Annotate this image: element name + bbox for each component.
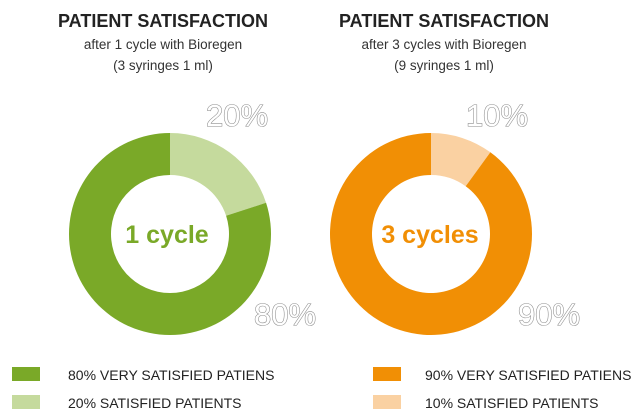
chart-2-legend-label-2: 10% SATISFIED PATIENTS [425,395,598,411]
chart-2-legend: 90% VERY SATISFIED PATIENS 10% SATISFIED… [373,367,631,411]
chart-2-3-cycles: PATIENT SATISFACTION after 3 cycles with… [329,11,581,335]
chart-1-1-cycle: PATIENT SATISFACTION after 1 cycle with … [58,11,317,335]
chart-2-subtitle-line-2: (9 syringes 1 ml) [394,58,494,73]
chart-2-legend-label-1: 90% VERY SATISFIED PATIENS [425,367,631,383]
chart-1-title: PATIENT SATISFACTION [58,11,268,31]
chart-1-center-label: 1 cycle [125,221,209,249]
chart-1-slice-2-percent: 20% [206,98,268,133]
chart-2-title: PATIENT SATISFACTION [339,11,549,31]
chart-1-legend-swatch-1 [12,367,40,381]
chart-1-slice-1-percent: 80% [254,297,316,332]
chart-1-subtitle-line-2: (3 syringes 1 ml) [113,58,213,73]
chart-2-slice-1 [329,133,532,335]
chart-2-slice-2 [431,133,491,187]
chart-1-legend: 80% VERY SATISFIED PATIENS 20% SATISFIED… [12,367,274,411]
chart-1-slice-2 [170,133,267,216]
chart-2-slice-1-percent: 90% [518,297,580,332]
chart-2-legend-swatch-2 [373,395,401,409]
chart-2-subtitle-line-1: after 3 cycles with Bioregen [361,37,526,52]
chart-1-subtitle-line-1: after 1 cycle with Bioregen [84,37,242,52]
chart-1-legend-label-1: 80% VERY SATISFIED PATIENS [68,367,274,383]
chart-1-donut [68,133,271,335]
chart-2-donut [329,133,532,335]
chart-1-legend-label-2: 20% SATISFIED PATIENTS [68,395,241,411]
chart-1-legend-swatch-2 [12,395,40,409]
chart-1-slice-1 [68,133,271,335]
chart-2-center-label: 3 cycles [381,221,478,249]
chart-2-legend-swatch-1 [373,367,401,381]
chart-2-slice-2-percent: 10% [466,98,528,133]
